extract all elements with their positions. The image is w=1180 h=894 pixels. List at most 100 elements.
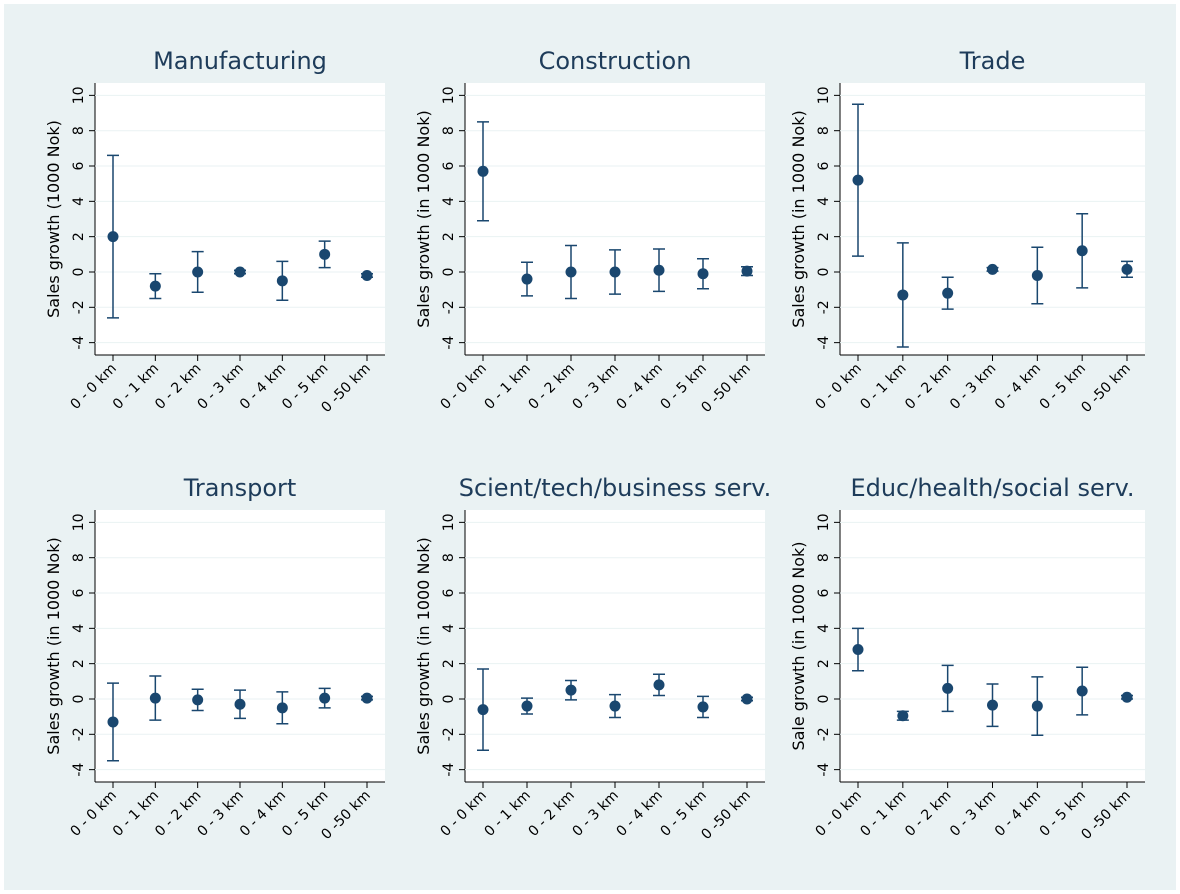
y-tick-label: 2	[71, 659, 87, 668]
point	[1121, 691, 1133, 703]
panel-title: Trade	[959, 47, 1026, 75]
panel-title: Manufacturing	[153, 47, 327, 75]
y-tick-label: 6	[441, 588, 457, 597]
y-tick-label: 0	[816, 695, 832, 704]
point	[361, 692, 373, 704]
point	[319, 248, 331, 260]
plot-area	[840, 83, 1145, 355]
y-tick-label: 4	[441, 624, 457, 633]
y-axis-title: Sales growth (in 1000 Nok)	[414, 110, 433, 327]
point	[741, 693, 753, 705]
y-tick-label: -4	[816, 336, 832, 350]
y-tick-label: 4	[816, 197, 832, 206]
y-tick-label: 2	[71, 232, 87, 241]
point	[107, 716, 119, 728]
y-tick-label: 0	[441, 695, 457, 704]
y-tick-label: 0	[816, 268, 832, 277]
y-tick-label: 6	[441, 161, 457, 170]
y-tick-label: 6	[71, 161, 87, 170]
y-tick-label: 6	[71, 588, 87, 597]
y-tick-label: 10	[71, 86, 87, 104]
y-tick-label: 10	[71, 513, 87, 531]
point	[319, 692, 331, 704]
point	[897, 289, 909, 301]
point	[107, 231, 119, 243]
y-tick-label: 0	[441, 268, 457, 277]
y-tick-label: 8	[71, 126, 87, 135]
point	[852, 174, 864, 186]
y-axis-title: Sales growth (in 1000 Nok)	[44, 537, 63, 754]
point	[653, 679, 665, 691]
y-axis-title: Sale growth (in 1000 Nok)	[789, 541, 808, 750]
y-tick-label: 4	[816, 624, 832, 633]
point	[741, 265, 753, 277]
y-axis-title: Sales growth (in 1000 Nok)	[414, 537, 433, 754]
point	[609, 700, 621, 712]
point	[276, 702, 288, 714]
plot-area	[95, 510, 385, 782]
y-tick-label: 0	[71, 695, 87, 704]
y-axis-title: Sales growth (1000 Nok)	[44, 120, 63, 318]
point	[653, 264, 665, 276]
y-tick-label: 2	[441, 232, 457, 241]
point	[942, 682, 954, 694]
plot-area	[465, 510, 765, 782]
point	[1076, 685, 1088, 697]
y-tick-label: -4	[71, 336, 87, 350]
y-tick-label: -2	[441, 727, 457, 741]
y-tick-label: -2	[816, 300, 832, 314]
point	[361, 270, 373, 282]
y-tick-label: -4	[441, 763, 457, 777]
y-tick-label: 10	[441, 513, 457, 531]
point	[697, 701, 709, 713]
y-tick-label: -2	[71, 300, 87, 314]
point	[565, 684, 577, 696]
point	[987, 699, 998, 711]
point	[609, 266, 621, 278]
point	[192, 694, 204, 706]
y-tick-label: -2	[441, 300, 457, 314]
point	[234, 698, 246, 710]
point	[477, 704, 489, 716]
y-tick-label: 4	[71, 197, 87, 206]
y-tick-label: 6	[816, 588, 832, 597]
y-tick-label: 8	[816, 553, 832, 562]
point	[1031, 700, 1043, 712]
y-tick-label: 8	[71, 553, 87, 562]
y-tick-label: 4	[71, 624, 87, 633]
plot-area	[95, 83, 385, 355]
y-tick-label: 2	[816, 659, 832, 668]
plot-area	[840, 510, 1145, 782]
point	[1031, 270, 1043, 282]
y-tick-label: 10	[441, 86, 457, 104]
y-tick-label: -2	[71, 727, 87, 741]
y-tick-label: 0	[71, 268, 87, 277]
point	[852, 644, 864, 656]
y-tick-label: -4	[816, 763, 832, 777]
point	[1121, 263, 1133, 275]
point	[149, 692, 161, 704]
point	[1076, 245, 1088, 257]
point	[234, 266, 246, 278]
y-tick-label: 10	[816, 86, 832, 104]
point	[942, 287, 954, 299]
y-axis-title: Sales growth (in 1000 Nok)	[789, 110, 808, 327]
point	[521, 700, 533, 712]
y-tick-label: 8	[441, 126, 457, 135]
point	[521, 273, 533, 285]
y-tick-label: -4	[71, 763, 87, 777]
panel-title: Construction	[539, 47, 692, 75]
point	[697, 268, 709, 280]
point	[149, 280, 161, 292]
y-tick-label: 8	[816, 126, 832, 135]
plot-area	[465, 83, 765, 355]
y-tick-label: 4	[441, 197, 457, 206]
point	[477, 165, 489, 177]
panel-title: Educ/health/social serv.	[850, 474, 1134, 502]
y-tick-label: 8	[441, 553, 457, 562]
point	[192, 266, 204, 278]
y-tick-label: 10	[816, 513, 832, 531]
point	[276, 275, 288, 287]
panel-title: Scient/tech/business serv.	[459, 474, 772, 502]
